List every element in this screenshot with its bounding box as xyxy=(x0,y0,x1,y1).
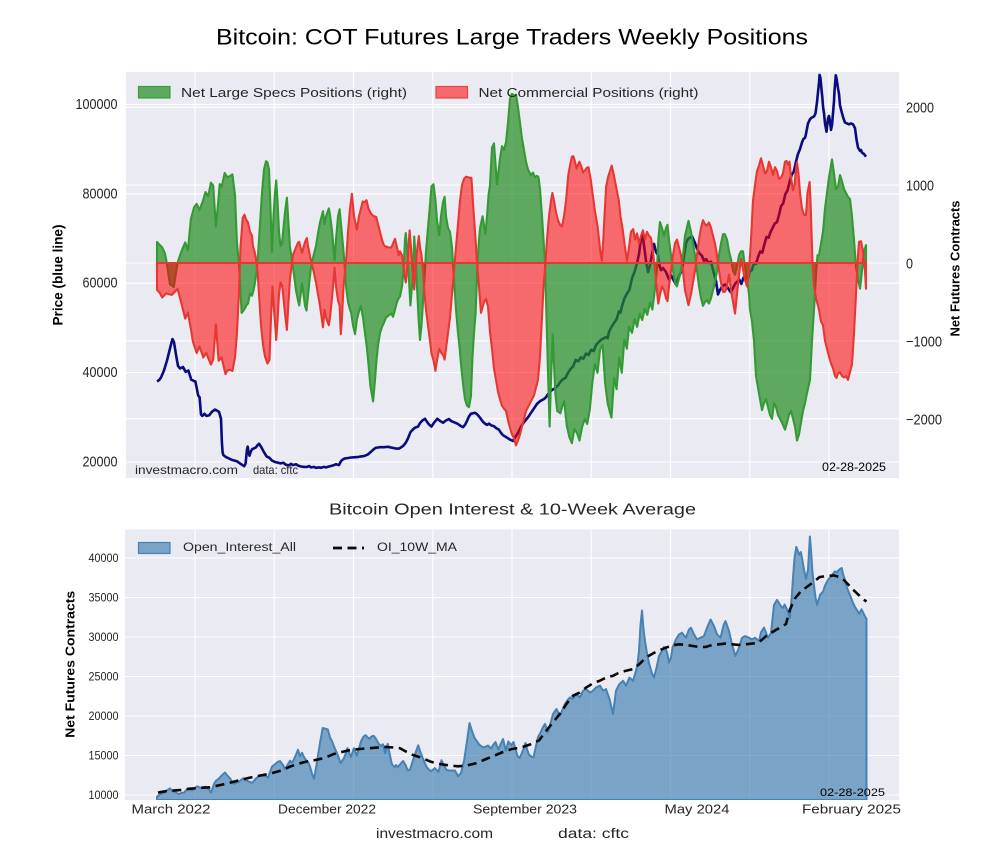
svg-text:Open_Interest_All: Open_Interest_All xyxy=(183,542,296,554)
svg-text:Price (blue line): Price (blue line) xyxy=(51,225,66,326)
svg-text:40000: 40000 xyxy=(83,364,118,381)
svg-text:20000: 20000 xyxy=(83,454,118,471)
svg-text:February 2025: February 2025 xyxy=(802,803,901,817)
svg-text:investmacro.com: investmacro.com xyxy=(135,463,238,477)
svg-text:OI_10W_MA: OI_10W_MA xyxy=(377,542,457,554)
svg-text:−1000: −1000 xyxy=(906,333,942,350)
svg-text:35000: 35000 xyxy=(89,593,119,605)
svg-text:100000: 100000 xyxy=(76,96,118,113)
svg-text:Net Futures Contracts: Net Futures Contracts xyxy=(948,201,963,337)
svg-text:2000: 2000 xyxy=(906,100,934,117)
svg-text:March 2022: March 2022 xyxy=(132,803,211,817)
svg-text:data: cftc: data: cftc xyxy=(558,826,629,841)
svg-text:1000: 1000 xyxy=(906,178,934,195)
svg-text:data: cftc: data: cftc xyxy=(253,463,298,477)
svg-text:30000: 30000 xyxy=(89,632,119,644)
svg-text:10000: 10000 xyxy=(89,790,119,802)
svg-text:Bitcoin: COT Futures Large Tra: Bitcoin: COT Futures Large Traders Weekl… xyxy=(216,25,808,50)
svg-text:15000: 15000 xyxy=(89,751,119,763)
svg-text:02-28-2025: 02-28-2025 xyxy=(822,462,886,474)
svg-text:Bitcoin Open Interest & 10-Wee: Bitcoin Open Interest & 10-Week Average xyxy=(329,501,696,518)
svg-text:25000: 25000 xyxy=(89,672,119,684)
svg-text:40000: 40000 xyxy=(89,553,119,565)
svg-text:60000: 60000 xyxy=(83,275,118,292)
svg-text:80000: 80000 xyxy=(83,185,118,202)
svg-text:May 2024: May 2024 xyxy=(665,803,730,817)
svg-text:20000: 20000 xyxy=(89,711,119,723)
svg-text:Net Futures Contracts: Net Futures Contracts xyxy=(64,591,78,738)
svg-text:Net Large Specs Positions (rig: Net Large Specs Positions (right) xyxy=(181,85,407,100)
svg-text:Net Commercial Positions (righ: Net Commercial Positions (right) xyxy=(479,85,699,100)
svg-text:−2000: −2000 xyxy=(906,411,942,428)
svg-text:December 2022: December 2022 xyxy=(278,803,376,817)
svg-text:02-28-2025: 02-28-2025 xyxy=(820,787,885,799)
svg-text:0: 0 xyxy=(906,256,913,273)
svg-text:September 2023: September 2023 xyxy=(473,803,577,817)
svg-text:investmacro.com: investmacro.com xyxy=(376,826,493,841)
